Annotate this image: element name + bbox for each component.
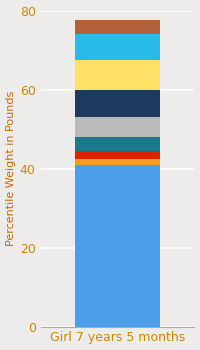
Bar bbox=[75, 164, 160, 327]
Bar bbox=[75, 137, 160, 151]
Bar bbox=[75, 151, 160, 159]
Y-axis label: Percentile Weight in Pounds: Percentile Weight in Pounds bbox=[6, 91, 16, 246]
Bar bbox=[75, 159, 160, 164]
Bar bbox=[75, 60, 160, 90]
Bar bbox=[75, 34, 160, 60]
Bar bbox=[75, 20, 160, 34]
Bar bbox=[75, 90, 160, 117]
Bar bbox=[75, 117, 160, 137]
